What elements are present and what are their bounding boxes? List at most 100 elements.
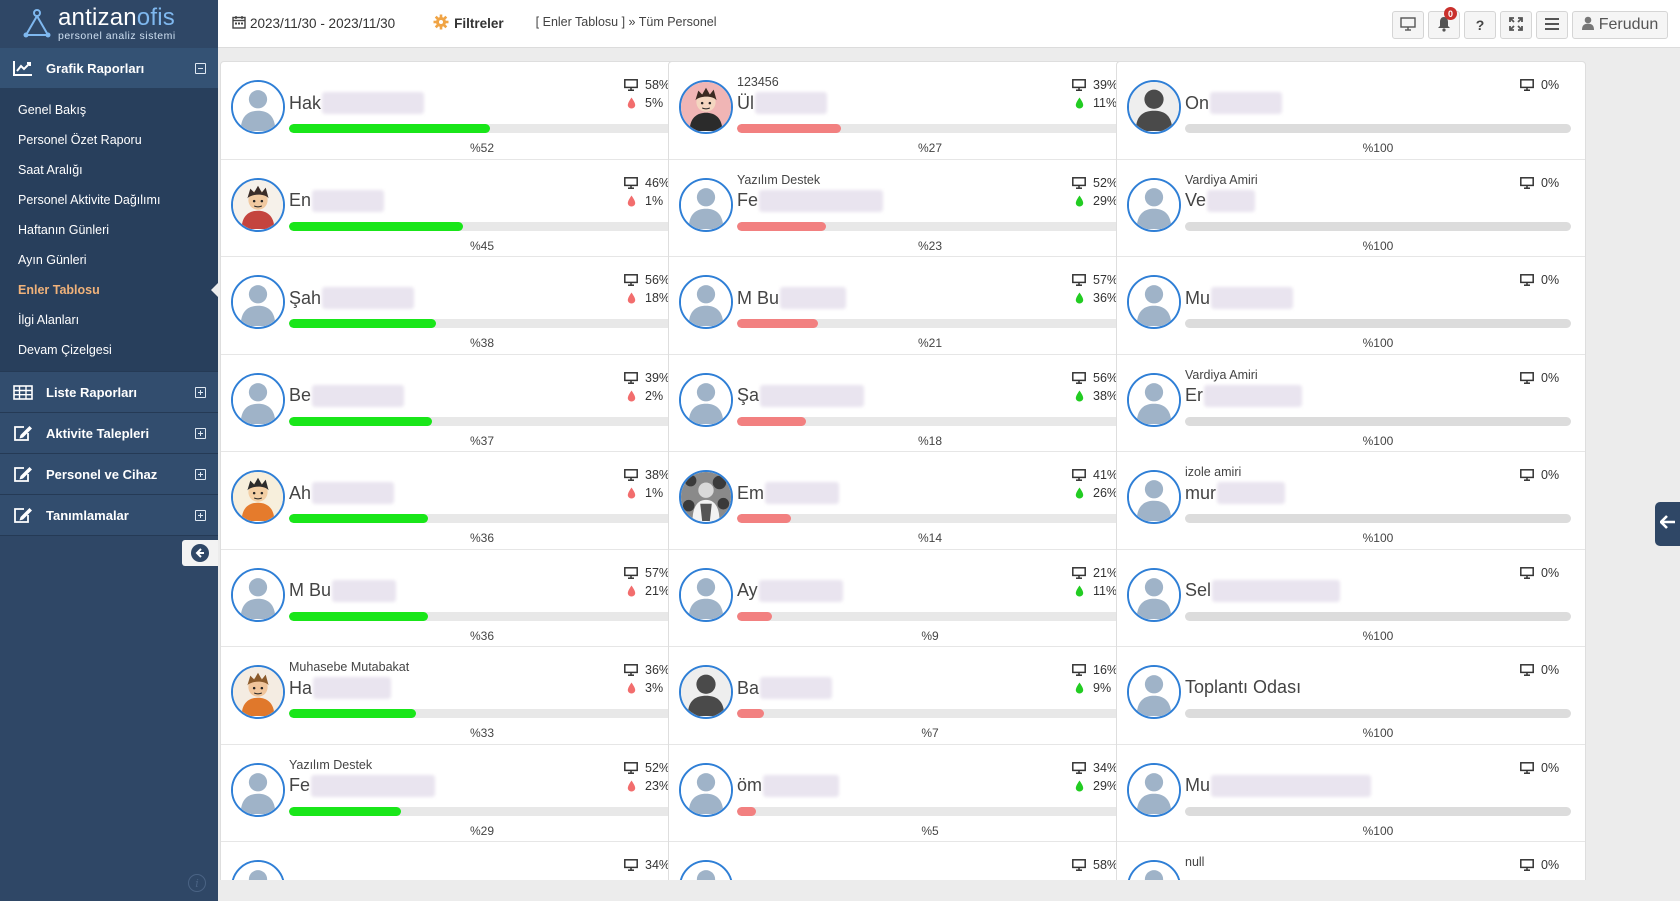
help-button[interactable]: ? bbox=[1464, 11, 1496, 39]
monitor-icon bbox=[1071, 566, 1087, 579]
collapse-sidebar-button[interactable] bbox=[182, 540, 218, 566]
personnel-card[interactable]: null 0% bbox=[1117, 842, 1585, 880]
screen-percentage: 16% bbox=[1093, 663, 1119, 677]
drop-green-icon bbox=[1071, 585, 1087, 597]
screen-percentage: 56% bbox=[1093, 370, 1119, 385]
brand-subtitle: personel analiz sistemi bbox=[58, 30, 176, 43]
menu-group-header[interactable]: Tanımlamalar bbox=[0, 495, 218, 535]
avatar bbox=[1127, 177, 1181, 232]
menu-group-label: Personel ve Cihaz bbox=[46, 466, 158, 482]
help-label: ? bbox=[1475, 17, 1485, 33]
user-icon bbox=[1581, 16, 1594, 35]
sidebar-item[interactable]: Haftanın Günleri bbox=[18, 223, 110, 237]
date-range-picker[interactable]: 2023/11/30 - 2023/11/30 bbox=[232, 15, 395, 32]
logo-icon bbox=[20, 7, 54, 41]
personnel-card[interactable]: Ba 16% 9% %7 bbox=[669, 647, 1137, 745]
department-label: izole amiri bbox=[1185, 465, 1242, 479]
department-label: null bbox=[1185, 855, 1205, 869]
personnel-card[interactable]: Muhasebe Mutabakat Ha 36% 3% %33 bbox=[221, 647, 689, 745]
secondary-percentage: 9% bbox=[1093, 681, 1112, 695]
stats: 39% 11% bbox=[1071, 76, 1123, 112]
progress-bar bbox=[1185, 124, 1571, 133]
personnel-card[interactable]: Yazılım Destek Fe 52% 29% %23 bbox=[669, 160, 1137, 257]
personnel-name-text: Mu bbox=[1185, 775, 1211, 795]
fullscreen-button[interactable] bbox=[1500, 11, 1532, 39]
personnel-card[interactable]: Be 39% 2% %37 bbox=[221, 355, 689, 452]
sidebar-item[interactable]: Enler Tablosu bbox=[0, 275, 218, 305]
redacted-name bbox=[1204, 384, 1302, 407]
personnel-card[interactable]: On 0% %100 bbox=[1117, 62, 1585, 160]
personnel-card[interactable]: Vardiya Amiri Er 0% %100 bbox=[1117, 355, 1585, 452]
personnel-card[interactable]: 123456 Ül 39% 11% %27 bbox=[669, 62, 1137, 160]
personnel-card[interactable]: Ay 21% 11% %9 bbox=[669, 550, 1137, 647]
progress-fill bbox=[1185, 806, 1571, 816]
sidebar-item[interactable]: Ayın Günleri bbox=[18, 253, 87, 267]
edit-icon bbox=[12, 425, 34, 441]
menu-group-header[interactable]: Liste Raporları bbox=[0, 372, 218, 412]
personnel-card[interactable]: Şa 56% 38% %18 bbox=[669, 355, 1137, 452]
screen-percentage: 0% bbox=[1541, 468, 1560, 482]
department-label: 123456 bbox=[737, 75, 779, 89]
sidebar-item[interactable]: Personel Özet Raporu bbox=[18, 133, 142, 147]
submenu: Genel Bakış Personel Özet Raporu Saat Aral… bbox=[0, 88, 218, 371]
personnel-card[interactable]: En 46% 1% %45 bbox=[221, 160, 689, 257]
info-icon[interactable]: i bbox=[188, 874, 206, 892]
screen-percentage: 52% bbox=[1093, 175, 1119, 190]
personnel-card[interactable]: M Bu 57% 21% %36 bbox=[221, 550, 689, 647]
expand-icon bbox=[1509, 16, 1523, 34]
user-menu-button[interactable]: Ferudun bbox=[1572, 11, 1668, 39]
personnel-card[interactable]: Hak 58% 5% %52 bbox=[221, 62, 689, 160]
personnel-name: En bbox=[289, 189, 385, 212]
sidebar-item[interactable]: Genel Bakış bbox=[18, 103, 87, 117]
redacted-name bbox=[1207, 189, 1256, 212]
personnel-card[interactable]: Ah 38% 1% %36 bbox=[221, 452, 689, 550]
gear-icon bbox=[433, 14, 449, 33]
sidebar-item[interactable]: Saat Aralığı bbox=[18, 163, 83, 177]
redacted-name bbox=[322, 92, 425, 114]
drop-red-icon bbox=[623, 585, 639, 597]
sidebar-item[interactable]: Devam Çizelgesi bbox=[18, 343, 112, 357]
personnel-card[interactable]: izole amiri mur 0% %100 bbox=[1117, 452, 1585, 550]
personnel-card[interactable]: Şah 56% 18% %38 bbox=[221, 257, 689, 355]
personnel-card[interactable]: Mu 0% %100 bbox=[1117, 257, 1585, 355]
redacted-name bbox=[1212, 579, 1341, 602]
personnel-card[interactable]: Yazılım Destek Fe 52% 23% %29 bbox=[221, 745, 689, 842]
personnel-card[interactable]: Em 41% 26% %14 bbox=[669, 452, 1137, 550]
personnel-name: Şah bbox=[289, 287, 415, 309]
redacted-name bbox=[332, 579, 397, 602]
personnel-name: M Bu bbox=[737, 287, 847, 309]
notifications-button[interactable]: 0 bbox=[1428, 7, 1460, 39]
avatar bbox=[231, 567, 285, 622]
menu-group-header[interactable]: Grafik Raporları bbox=[0, 48, 218, 88]
progress-fill bbox=[289, 709, 417, 718]
menu-button[interactable] bbox=[1536, 11, 1568, 39]
screen-percentage: 0% bbox=[1541, 78, 1560, 92]
personnel-name: Ül bbox=[737, 92, 827, 114]
screen-button[interactable] bbox=[1392, 11, 1424, 39]
personnel-card[interactable]: 58% bbox=[669, 842, 1137, 880]
sidebar-item[interactable]: İlgi Alanları bbox=[18, 313, 80, 327]
drop-red-icon bbox=[623, 195, 639, 207]
logo[interactable]: antizanofis personel analiz sistemi bbox=[0, 0, 218, 48]
personnel-card[interactable]: Mu 0% %100 bbox=[1117, 745, 1585, 842]
menu-group-header[interactable]: Personel ve Cihaz bbox=[0, 454, 218, 494]
personnel-card[interactable]: Sel 0% %100 bbox=[1117, 550, 1585, 647]
personnel-card[interactable]: M Bu 57% 36% %21 bbox=[669, 257, 1137, 355]
progress-label: %52 bbox=[469, 141, 495, 155]
personnel-card[interactable]: Toplantı Odası 0% %100 bbox=[1117, 647, 1585, 745]
monitor-icon bbox=[623, 469, 639, 481]
menu-group-header[interactable]: Aktivite Talepleri bbox=[0, 413, 218, 453]
progress-label: %7 bbox=[921, 726, 939, 740]
personnel-name: Fe bbox=[737, 189, 884, 212]
monitor-icon bbox=[1071, 859, 1087, 871]
avatar bbox=[1127, 762, 1181, 817]
top-header: 2023/11/30 - 2023/11/30 Filtreler [ Enle… bbox=[218, 0, 1680, 48]
redacted-name bbox=[313, 677, 392, 699]
personnel-card[interactable]: Vardiya Amiri Ve 0% %100 bbox=[1117, 160, 1585, 257]
personnel-card[interactable]: 34% bbox=[221, 842, 689, 880]
sidebar-item[interactable]: Personel Aktivite Dağılımı bbox=[18, 193, 161, 207]
progress-fill bbox=[289, 124, 490, 133]
right-panel-toggle[interactable] bbox=[1655, 502, 1680, 546]
personnel-card[interactable]: öm 34% 29% %5 bbox=[669, 745, 1137, 842]
filter-button[interactable]: Filtreler bbox=[433, 14, 504, 33]
